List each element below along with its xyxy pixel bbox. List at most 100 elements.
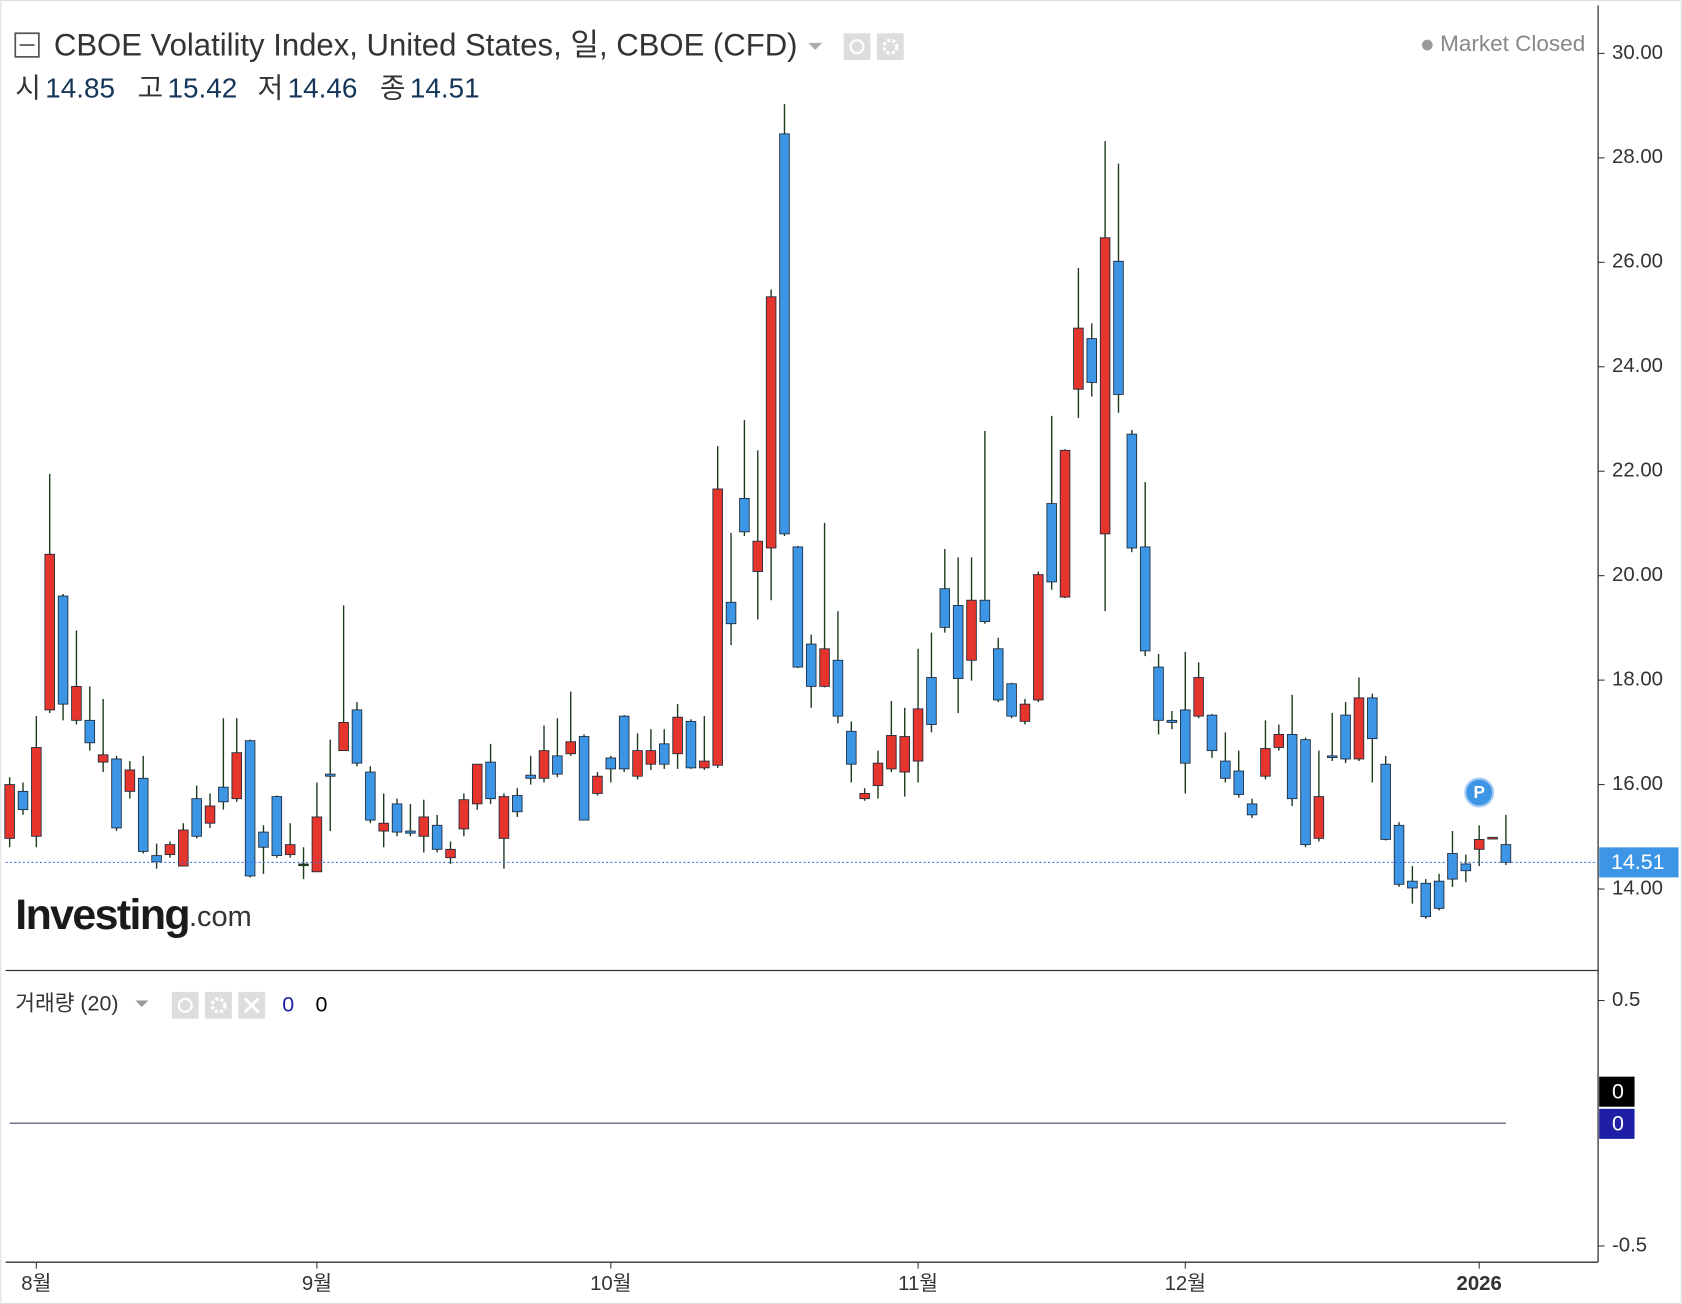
candle-body xyxy=(1473,838,1485,850)
candle-body xyxy=(31,747,42,837)
candle-body xyxy=(218,786,229,803)
x-tick-label: 8월 xyxy=(21,1272,51,1295)
candle-body xyxy=(792,546,804,668)
volume-tag xyxy=(1599,1076,1635,1107)
x-tick-label: 10월 xyxy=(590,1272,631,1295)
candle-body xyxy=(204,805,216,824)
candle-body xyxy=(899,736,910,773)
eye-icon-glyph xyxy=(849,39,865,55)
ohlc-label: 종 xyxy=(380,72,406,103)
candle-body xyxy=(1206,714,1218,752)
close-icon-glyph xyxy=(243,997,260,1014)
candle-body xyxy=(1340,714,1351,760)
candle-body xyxy=(1233,770,1244,795)
x-tick-label: 9월 xyxy=(302,1272,332,1295)
candle-body xyxy=(351,709,363,764)
x-tick-label: 2026 xyxy=(1457,1273,1502,1295)
candle-body xyxy=(538,750,550,779)
candle-body xyxy=(819,648,830,687)
candle-body xyxy=(658,743,670,765)
y-tick-label: 18.00 xyxy=(1612,668,1663,690)
candle-body xyxy=(1380,763,1391,840)
market-status: Market Closed xyxy=(1440,31,1585,56)
y-tick-label: 28.00 xyxy=(1612,146,1663,168)
gear-icon[interactable] xyxy=(205,991,232,1019)
candle-body xyxy=(645,750,657,765)
eye-icon[interactable] xyxy=(171,991,199,1019)
ohlc-label: 고 xyxy=(138,72,164,103)
candle-body xyxy=(872,762,884,787)
candle-body xyxy=(1139,546,1151,652)
candle-body xyxy=(1300,739,1311,846)
volume-icons xyxy=(171,991,266,1019)
volume-title: 거래량 (20) xyxy=(15,991,118,1015)
candle-body xyxy=(498,796,510,839)
candle-body xyxy=(271,796,283,857)
marker-label: P xyxy=(1473,782,1484,802)
y2-tick-label: 0.5 xyxy=(1612,989,1640,1011)
candle-body xyxy=(712,488,723,766)
candle-body xyxy=(405,830,416,834)
eye-icon-glyph xyxy=(177,997,193,1013)
volume-dropdown[interactable] xyxy=(135,1000,149,1007)
candle-body xyxy=(1447,853,1458,880)
candle-body xyxy=(1193,677,1204,717)
candle-body xyxy=(1313,796,1325,839)
y-tick-label: 16.00 xyxy=(1612,773,1663,795)
candle-body xyxy=(859,793,870,800)
candle-body xyxy=(725,601,737,625)
candle-body xyxy=(244,740,256,877)
candle-body xyxy=(979,599,991,623)
candle-body xyxy=(124,769,136,792)
candle-body xyxy=(1420,882,1432,918)
x-tick-label: 12월 xyxy=(1165,1272,1206,1295)
candle-body xyxy=(966,599,977,661)
candle-body xyxy=(338,721,349,752)
candle-body xyxy=(685,720,697,769)
logo-main: Investing xyxy=(15,891,189,939)
marker-badge[interactable] xyxy=(1464,777,1495,808)
candle-body xyxy=(1433,880,1445,909)
candle-body xyxy=(178,829,189,867)
candle-body xyxy=(992,648,1004,701)
candle-body xyxy=(151,855,162,863)
candle-body xyxy=(378,822,389,832)
title-dropdown[interactable] xyxy=(808,42,823,50)
candle-body xyxy=(1153,666,1164,721)
candle-body xyxy=(1460,863,1472,872)
candle-body xyxy=(1073,327,1084,390)
candle-body xyxy=(1407,880,1418,889)
price-tag-label: 14.51 xyxy=(1611,850,1665,874)
candle-body xyxy=(418,816,430,837)
candle-body xyxy=(164,844,176,855)
candle-body xyxy=(1353,697,1365,760)
candle-body xyxy=(1487,836,1498,840)
ohlc-value: 14.51 xyxy=(410,72,480,103)
candle-body xyxy=(1500,844,1512,863)
candle-body xyxy=(1113,260,1124,395)
candle-body xyxy=(191,798,202,837)
candle-body xyxy=(632,750,643,777)
candle-body xyxy=(926,677,937,725)
candle-body xyxy=(618,715,630,770)
candle-body xyxy=(605,757,617,770)
ohlc-label: 시 xyxy=(15,72,41,103)
gear-icon[interactable] xyxy=(876,33,904,61)
eye-icon[interactable] xyxy=(843,33,871,61)
candle-body xyxy=(298,863,309,867)
price-tag xyxy=(1599,847,1679,878)
candle-body xyxy=(846,730,857,765)
gear-icon-glyph xyxy=(210,997,227,1014)
candle-body xyxy=(445,848,456,859)
candle-body xyxy=(752,540,764,572)
candle-body xyxy=(939,588,951,628)
candle-body xyxy=(431,824,443,850)
volume-value: 0 xyxy=(316,993,328,1017)
volume-tag xyxy=(1599,1108,1635,1139)
candle-body xyxy=(111,758,122,829)
y-tick-label: 24.00 xyxy=(1612,355,1663,377)
candle-body xyxy=(17,790,29,811)
candle-body xyxy=(137,777,149,852)
candle-body xyxy=(525,774,536,779)
